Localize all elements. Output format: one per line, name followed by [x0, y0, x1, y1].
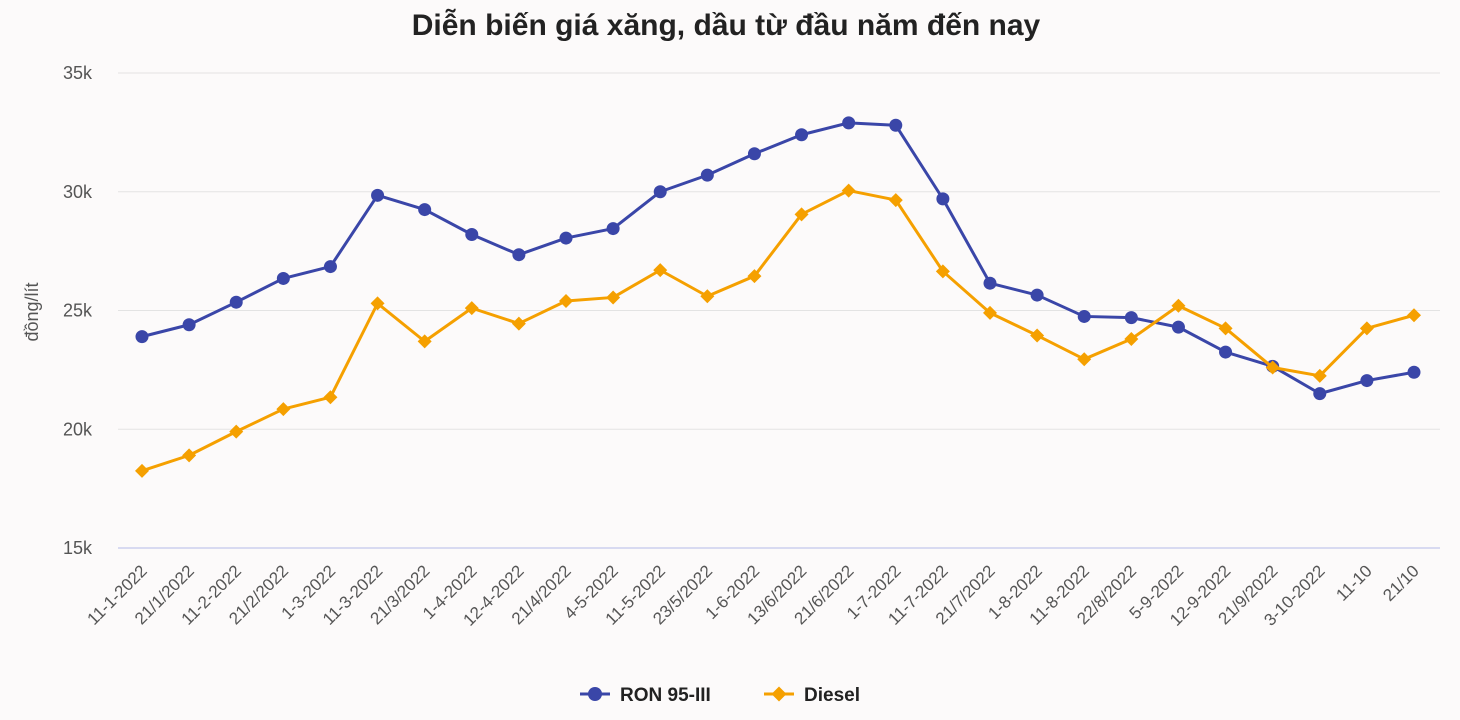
data-point[interactable] — [371, 188, 385, 202]
y-tick-label: 20k — [63, 419, 93, 439]
data-point[interactable] — [1030, 288, 1044, 302]
data-point[interactable] — [1077, 352, 1092, 367]
data-point[interactable] — [700, 289, 715, 304]
x-tick-label: 11-10 — [1332, 561, 1375, 604]
legend-label: Diesel — [804, 685, 860, 706]
data-point[interactable] — [559, 294, 573, 308]
y-tick-label: 25k — [63, 301, 93, 321]
data-point[interactable] — [983, 276, 997, 290]
data-point[interactable] — [1219, 345, 1233, 359]
series-line — [140, 121, 1416, 396]
data-point[interactable] — [841, 183, 856, 198]
data-point[interactable] — [606, 222, 620, 236]
series-group — [135, 116, 1421, 478]
data-point[interactable] — [229, 295, 243, 309]
data-point[interactable] — [1265, 360, 1280, 375]
data-point[interactable] — [182, 318, 196, 332]
data-point[interactable] — [1030, 328, 1045, 343]
data-point[interactable] — [512, 248, 526, 262]
data-point[interactable] — [1218, 321, 1233, 336]
data-point[interactable] — [794, 207, 809, 222]
y-tick-label: 15k — [63, 538, 93, 558]
series-line — [140, 189, 1416, 473]
data-point[interactable] — [1360, 374, 1374, 388]
legend-item-diesel[interactable]: Diesel — [764, 685, 860, 706]
data-point[interactable] — [1124, 311, 1138, 325]
legend-item-ron95[interactable]: RON 95-III — [580, 685, 711, 706]
data-point[interactable] — [935, 264, 950, 279]
data-point[interactable] — [747, 147, 761, 161]
data-point[interactable] — [276, 271, 290, 285]
y-tick-label: 35k — [63, 63, 93, 83]
data-point[interactable] — [700, 168, 714, 182]
data-point[interactable] — [1124, 332, 1139, 346]
data-point[interactable] — [1407, 308, 1421, 323]
data-point[interactable] — [747, 269, 762, 284]
data-point[interactable] — [418, 203, 432, 217]
x-axis-ticks: 11-1-202221/1/202211-2-202221/2/20221-3-… — [83, 561, 1422, 629]
data-point[interactable] — [842, 116, 856, 130]
data-point[interactable] — [1077, 309, 1091, 323]
data-point[interactable] — [323, 260, 337, 274]
legend-label: RON 95-III — [620, 685, 711, 706]
data-point[interactable] — [135, 463, 149, 478]
data-point[interactable] — [888, 193, 903, 208]
data-point[interactable] — [983, 305, 997, 320]
data-point[interactable] — [889, 118, 903, 132]
data-point[interactable] — [1312, 368, 1327, 383]
data-point[interactable] — [936, 192, 950, 206]
x-tick-label: 21/10 — [1379, 561, 1423, 605]
data-point[interactable] — [135, 330, 149, 344]
y-axis-ticks: 15k 20k 25k 30k 35k — [63, 63, 93, 558]
data-point[interactable] — [417, 334, 432, 349]
data-point[interactable] — [465, 228, 479, 241]
data-point[interactable] — [464, 301, 479, 316]
legend-marker — [588, 687, 602, 701]
data-point[interactable] — [511, 316, 526, 331]
data-point[interactable] — [276, 402, 291, 417]
data-point[interactable] — [1171, 298, 1186, 313]
legend[interactable]: RON 95-III Diesel — [580, 685, 860, 706]
data-point[interactable] — [370, 296, 385, 311]
y-tick-label: 30k — [63, 182, 93, 202]
legend-marker — [771, 686, 787, 702]
chart-title: Diễn biến giá xăng, dầu từ đầu năm đến n… — [412, 8, 1041, 42]
gridlines — [118, 72, 1440, 549]
data-point[interactable] — [559, 231, 573, 245]
series-diesel — [135, 183, 1421, 478]
series-ron95 — [135, 116, 1421, 401]
data-point[interactable] — [606, 290, 621, 305]
data-point[interactable] — [795, 128, 809, 142]
y-axis-label: đồng/lít — [22, 282, 42, 341]
data-point[interactable] — [323, 390, 338, 405]
data-point[interactable] — [182, 448, 197, 463]
data-point[interactable] — [653, 185, 667, 199]
data-point[interactable] — [1171, 320, 1185, 334]
data-point[interactable] — [1313, 387, 1327, 401]
data-point[interactable] — [1407, 365, 1421, 379]
data-point[interactable] — [1359, 321, 1374, 336]
data-point[interactable] — [653, 263, 668, 278]
data-point[interactable] — [229, 424, 244, 439]
